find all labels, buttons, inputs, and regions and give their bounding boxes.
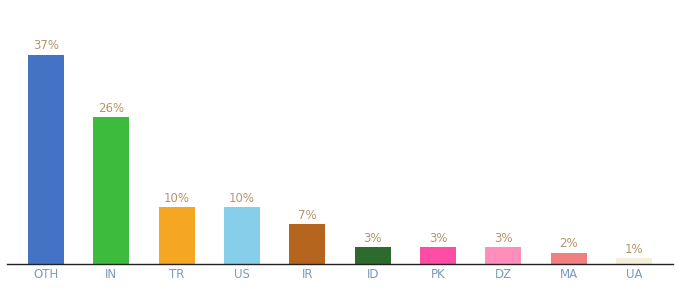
Text: 3%: 3% [494, 232, 513, 245]
Text: 3%: 3% [429, 232, 447, 245]
Bar [290, 224, 325, 264]
Text: 1%: 1% [625, 243, 643, 256]
Bar [158, 207, 194, 264]
Bar [616, 258, 652, 264]
Bar [224, 207, 260, 264]
Bar [486, 247, 522, 264]
Text: 26%: 26% [99, 102, 124, 115]
Text: 3%: 3% [363, 232, 382, 245]
Text: 10%: 10% [164, 192, 190, 205]
Bar [551, 253, 587, 264]
Bar [28, 55, 64, 264]
Text: 10%: 10% [229, 192, 255, 205]
Bar [355, 247, 390, 264]
Text: 2%: 2% [560, 237, 578, 250]
Bar [93, 117, 129, 264]
Text: 7%: 7% [298, 209, 317, 222]
Text: 37%: 37% [33, 39, 59, 52]
Bar [420, 247, 456, 264]
